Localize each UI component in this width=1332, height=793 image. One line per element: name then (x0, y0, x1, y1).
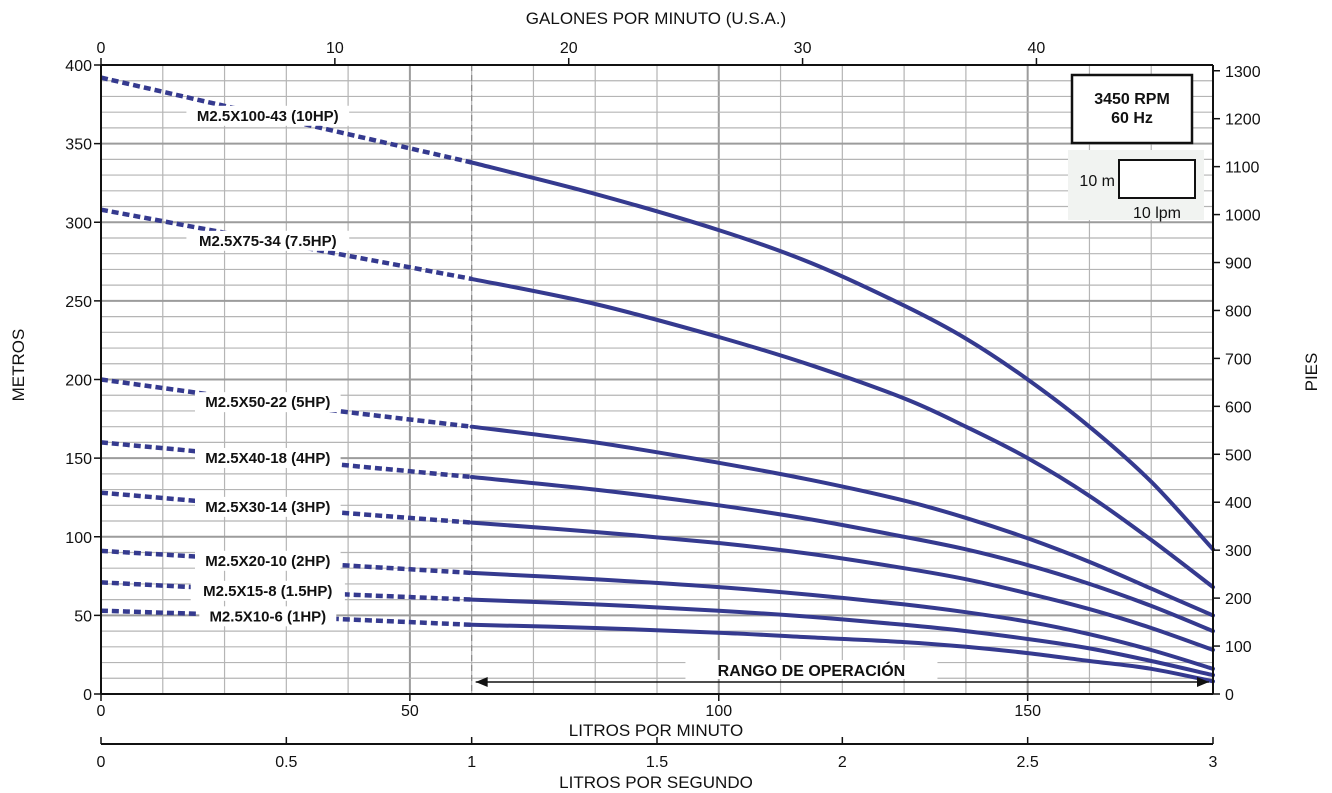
curve-label: M2.5X30-14 (3HP) (205, 499, 330, 516)
bottom-axis-title: LITROS POR SEGUNDO (559, 773, 753, 792)
y-left-tick-label: 100 (65, 530, 92, 547)
curve-solid (469, 597, 1215, 678)
top-tick-label: 0 (97, 40, 106, 57)
x-tick-label: 100 (705, 703, 732, 720)
y-right-tick-label: 900 (1225, 256, 1252, 273)
operating-range-label-background (685, 660, 938, 679)
info-box: 3450 RPM 60 Hz (1070, 73, 1194, 145)
curve-label-background (195, 496, 341, 517)
curve-solid (469, 570, 1215, 671)
bottom-tick-label: 1.5 (646, 754, 668, 771)
info-box-hz: 60 Hz (1111, 110, 1153, 127)
x-tick-label: 150 (1014, 703, 1041, 720)
curve-dashed (100, 440, 472, 480)
curve-label-background (190, 580, 345, 601)
y-left-tick-label: 300 (65, 215, 92, 232)
y-right-tick-label: 200 (1225, 591, 1252, 608)
curve-label: M2.5X50-22 (5HP) (205, 394, 330, 411)
axes: 0501001502002503003504000100200300400500… (65, 40, 1260, 771)
y-right-tick-label: 800 (1225, 303, 1252, 320)
curve-solid (469, 475, 1215, 634)
top-tick-label: 40 (1028, 40, 1046, 57)
top-tick-label: 30 (794, 40, 812, 57)
y-left-tick-label: 200 (65, 373, 92, 390)
y-right-tick-label: 100 (1225, 639, 1252, 656)
y-right-tick-label: 1200 (1225, 112, 1261, 129)
y-right-tick-label: 0 (1225, 687, 1234, 704)
y-right-tick-label: 600 (1225, 399, 1252, 416)
curve-solid (469, 160, 1215, 552)
y-right-tick-label: 400 (1225, 495, 1252, 512)
operating-range-arrowhead-left (475, 677, 488, 687)
operating-range-label: RANGO DE OPERACIÓN (718, 661, 906, 680)
bottom-tick-label: 1 (467, 754, 476, 771)
curve-label-background (186, 230, 350, 251)
curve-solid (469, 520, 1215, 652)
curve-label-background (195, 447, 341, 468)
y-left-tick-label: 250 (65, 294, 92, 311)
y-left-tick-label: 400 (65, 58, 92, 75)
x-axis-title: LITROS POR MINUTO (569, 721, 743, 740)
curve-label-background (195, 550, 341, 571)
bottom-tick-label: 2 (838, 754, 847, 771)
bottom-tick-label: 0 (97, 754, 106, 771)
curve-label: M2.5X40-18 (4HP) (205, 450, 330, 467)
y-right-axis-title: PIES (1302, 353, 1321, 392)
curve-solid (469, 276, 1215, 590)
grid (101, 65, 1213, 694)
operating-range: RANGO DE OPERACIÓN (475, 660, 1209, 687)
top-axis-title: GALONES POR MINUTO (U.S.A.) (526, 9, 786, 28)
curve-label-background (186, 105, 350, 126)
bottom-tick-label: 2.5 (1017, 754, 1039, 771)
bottom-tick-label: 0.5 (275, 754, 297, 771)
y-right-tick-label: 1100 (1225, 160, 1260, 177)
bottom-tick-label: 3 (1209, 754, 1218, 771)
y-right-tick-label: 1000 (1225, 208, 1261, 225)
scale-box-vertical-label: 10 m (1079, 173, 1115, 190)
y-right-tick-label: 300 (1225, 543, 1252, 560)
y-right-tick-label: 500 (1225, 447, 1252, 464)
info-box-rpm: 3450 RPM (1094, 91, 1170, 108)
y-right-tick-label: 700 (1225, 351, 1252, 368)
y-left-tick-label: 350 (65, 137, 92, 154)
curve-label-background (195, 392, 341, 413)
curve-label: M2.5X100-43 (10HP) (197, 108, 339, 125)
curve-label: M2.5X10-6 (1HP) (209, 608, 326, 625)
y-right-tick-label: 1300 (1225, 64, 1261, 81)
operating-range-arrowhead-right (1197, 677, 1209, 687)
curve-label: M2.5X75-34 (7.5HP) (199, 233, 337, 250)
x-tick-label: 0 (97, 703, 106, 720)
info-box-frame (1070, 73, 1194, 145)
curve-solid (469, 622, 1215, 684)
scale-box-frame (1118, 159, 1196, 199)
curve-label-background (199, 606, 337, 627)
scale-box-horizontal-label: 10 lpm (1133, 205, 1181, 222)
scale-box: 10 m 10 lpm (1068, 150, 1204, 222)
y-left-tick-label: 50 (74, 608, 92, 625)
x-tick-label: 50 (401, 703, 419, 720)
curve-label: M2.5X20-10 (2HP) (205, 553, 330, 570)
curve-label: M2.5X15-8 (1.5HP) (203, 583, 332, 600)
curves (100, 75, 1215, 684)
curve-labels: M2.5X100-43 (10HP) M2.5X75-34 (7.5HP) M2.5… (186, 105, 350, 627)
curve-solid (469, 424, 1215, 618)
y-left-tick-label: 0 (83, 687, 92, 704)
top-tick-label: 20 (560, 40, 578, 57)
top-tick-label: 10 (326, 40, 344, 57)
y-left-axis-title: METROS (9, 329, 28, 402)
y-left-tick-label: 150 (65, 451, 92, 468)
